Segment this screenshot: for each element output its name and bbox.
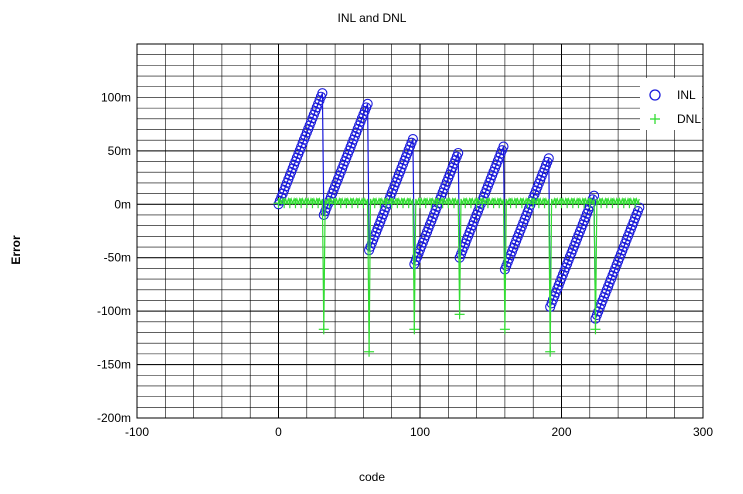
dnl-point <box>358 198 369 209</box>
inl-line <box>277 92 640 319</box>
inl-point <box>362 98 373 109</box>
legend-box <box>640 78 702 130</box>
y-tick-label: -150m <box>97 358 131 372</box>
chart-title: INL and DNL <box>338 11 407 25</box>
dnl-spike-point <box>454 309 465 320</box>
x-tick-label: 300 <box>693 425 713 439</box>
x-tick-label: 100 <box>410 425 430 439</box>
dnl-point <box>494 198 505 209</box>
legend-inl-marker <box>649 89 661 101</box>
dnl-point <box>313 198 324 209</box>
dnl-spike-point <box>364 346 375 357</box>
dnl-spike-point <box>545 346 556 357</box>
x-axis-label: code <box>359 470 385 484</box>
x-axis-ticks: -100 0 100 200 300 <box>125 425 713 439</box>
dnl-point <box>448 198 459 209</box>
inl-series <box>273 88 645 324</box>
y-axis-label: Error <box>9 235 23 265</box>
legend: INL DNL <box>640 78 702 130</box>
legend-dnl-marker <box>650 114 660 124</box>
y-axis-ticks: -200m -150m -100m -50m 0m 50m 100m <box>97 90 131 425</box>
y-tick-label: -100m <box>97 304 131 318</box>
dnl-spike-point <box>318 324 329 335</box>
plot-frame <box>136 43 704 419</box>
inl-point <box>543 153 554 164</box>
inl-point <box>498 141 509 152</box>
x-tick-label: 200 <box>551 425 571 439</box>
y-tick-label: -200m <box>97 411 131 425</box>
dnl-point <box>584 198 595 209</box>
dnl-point <box>630 198 641 209</box>
dnl-point <box>403 198 414 209</box>
x-tick-label: -100 <box>125 425 149 439</box>
dnl-point <box>539 198 550 209</box>
y-tick-label: 50m <box>108 144 131 158</box>
legend-inl-label: INL <box>677 88 696 102</box>
dnl-spike-point <box>409 324 420 335</box>
inl-point <box>453 147 464 159</box>
y-tick-label: -50m <box>104 251 131 265</box>
y-tick-label: 100m <box>101 90 131 104</box>
inl-point <box>407 134 418 145</box>
dnl-line <box>277 196 640 352</box>
y-tick-label: 0m <box>114 197 131 211</box>
dnl-spike-point <box>590 324 601 335</box>
legend-dnl-label: DNL <box>677 112 701 126</box>
dnl-series <box>273 196 641 357</box>
dnl-spike-point <box>499 324 510 335</box>
grid <box>136 44 704 419</box>
inl-point <box>317 88 328 99</box>
x-tick-label: 0 <box>275 425 282 439</box>
